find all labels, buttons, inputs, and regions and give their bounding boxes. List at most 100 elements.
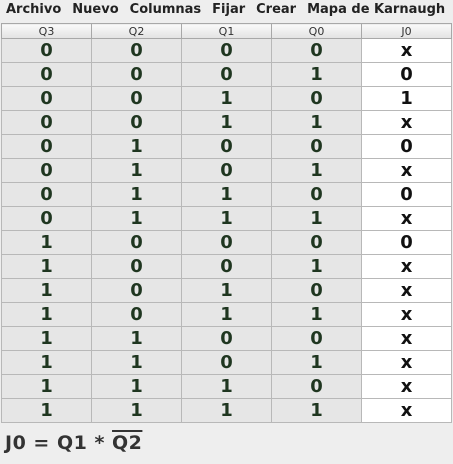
expression-lhs: J0 [5, 432, 27, 454]
cell-j0[interactable]: 1 [361, 86, 452, 111]
cell-j0[interactable]: 0 [361, 134, 452, 159]
cell-q2: 1 [91, 398, 182, 423]
cell-q1: 1 [181, 278, 272, 303]
cell-q3: 1 [1, 254, 92, 279]
cell-j0[interactable]: x [361, 350, 452, 375]
cell-q1: 0 [181, 158, 272, 183]
menu-bar: Archivo Nuevo Columnas Fijar Crear Mapa … [0, 0, 453, 20]
menu-fijar[interactable]: Fijar [212, 2, 246, 17]
cell-q2: 1 [91, 134, 182, 159]
cell-q2: 0 [91, 278, 182, 303]
cell-q1: 0 [181, 134, 272, 159]
cell-q3: 1 [1, 278, 92, 303]
column-header-q1[interactable]: Q1 [181, 23, 272, 39]
cell-q2: 1 [91, 206, 182, 231]
expression-term2-negated: Q2 [112, 432, 143, 454]
cell-j0[interactable]: x [361, 158, 452, 183]
cell-q0: 0 [271, 38, 362, 63]
result-expression: J0 = Q1 * Q2 [5, 432, 142, 454]
cell-q3: 0 [1, 206, 92, 231]
cell-q1: 1 [181, 86, 272, 111]
cell-q0: 1 [271, 62, 362, 87]
cell-j0[interactable]: 0 [361, 62, 452, 87]
cell-q0: 1 [271, 254, 362, 279]
cell-q3: 1 [1, 398, 92, 423]
cell-j0[interactable]: 0 [361, 230, 452, 255]
menu-crear[interactable]: Crear [256, 2, 297, 17]
cell-q2: 0 [91, 230, 182, 255]
cell-q0: 0 [271, 326, 362, 351]
table-header-row: Q3 Q2 Q1 Q0 J0 [1, 23, 452, 39]
cell-q3: 0 [1, 38, 92, 63]
menu-columnas[interactable]: Columnas [129, 2, 202, 17]
column-header-q0[interactable]: Q0 [271, 23, 362, 39]
cell-q3: 1 [1, 350, 92, 375]
cell-q1: 0 [181, 230, 272, 255]
cell-q1: 0 [181, 326, 272, 351]
cell-j0[interactable]: x [361, 206, 452, 231]
cell-q2: 0 [91, 302, 182, 327]
menu-mapa-karnaugh[interactable]: Mapa de Karnaugh [307, 2, 446, 17]
cell-q0: 0 [271, 278, 362, 303]
cell-q3: 0 [1, 158, 92, 183]
cell-q1: 1 [181, 182, 272, 207]
cell-q3: 1 [1, 230, 92, 255]
cell-q1: 0 [181, 62, 272, 87]
menu-archivo[interactable]: Archivo [6, 2, 62, 17]
cell-q3: 0 [1, 86, 92, 111]
cell-j0[interactable]: x [361, 398, 452, 423]
cell-j0[interactable]: x [361, 278, 452, 303]
menu-nuevo[interactable]: Nuevo [72, 2, 119, 17]
cell-j0[interactable]: x [361, 302, 452, 327]
cell-q0: 1 [271, 158, 362, 183]
cell-q2: 1 [91, 326, 182, 351]
cell-q1: 1 [181, 398, 272, 423]
cell-j0[interactable]: x [361, 326, 452, 351]
column-header-q3[interactable]: Q3 [1, 23, 92, 39]
cell-q2: 0 [91, 38, 182, 63]
cell-q3: 0 [1, 110, 92, 135]
cell-q1: 1 [181, 374, 272, 399]
cell-q3: 1 [1, 302, 92, 327]
cell-j0[interactable]: x [361, 110, 452, 135]
cell-q2: 1 [91, 158, 182, 183]
cell-j0[interactable]: x [361, 374, 452, 399]
column-header-j0[interactable]: J0 [361, 23, 452, 39]
cell-q3: 1 [1, 326, 92, 351]
cell-q2: 1 [91, 350, 182, 375]
cell-q1: 0 [181, 350, 272, 375]
cell-q1: 1 [181, 302, 272, 327]
cell-j0[interactable]: 0 [361, 182, 452, 207]
cell-q2: 0 [91, 254, 182, 279]
cell-q0: 1 [271, 110, 362, 135]
cell-q0: 0 [271, 134, 362, 159]
cell-q3: 0 [1, 62, 92, 87]
cell-j0[interactable]: x [361, 254, 452, 279]
cell-q2: 1 [91, 182, 182, 207]
cell-q3: 0 [1, 134, 92, 159]
expression-term1: Q1 [56, 432, 88, 454]
cell-q0: 0 [271, 374, 362, 399]
cell-q2: 0 [91, 110, 182, 135]
cell-j0[interactable]: x [361, 38, 452, 63]
cell-q0: 1 [271, 350, 362, 375]
column-header-q2[interactable]: Q2 [91, 23, 182, 39]
cell-q0: 1 [271, 302, 362, 327]
cell-q1: 1 [181, 110, 272, 135]
cell-q3: 0 [1, 182, 92, 207]
